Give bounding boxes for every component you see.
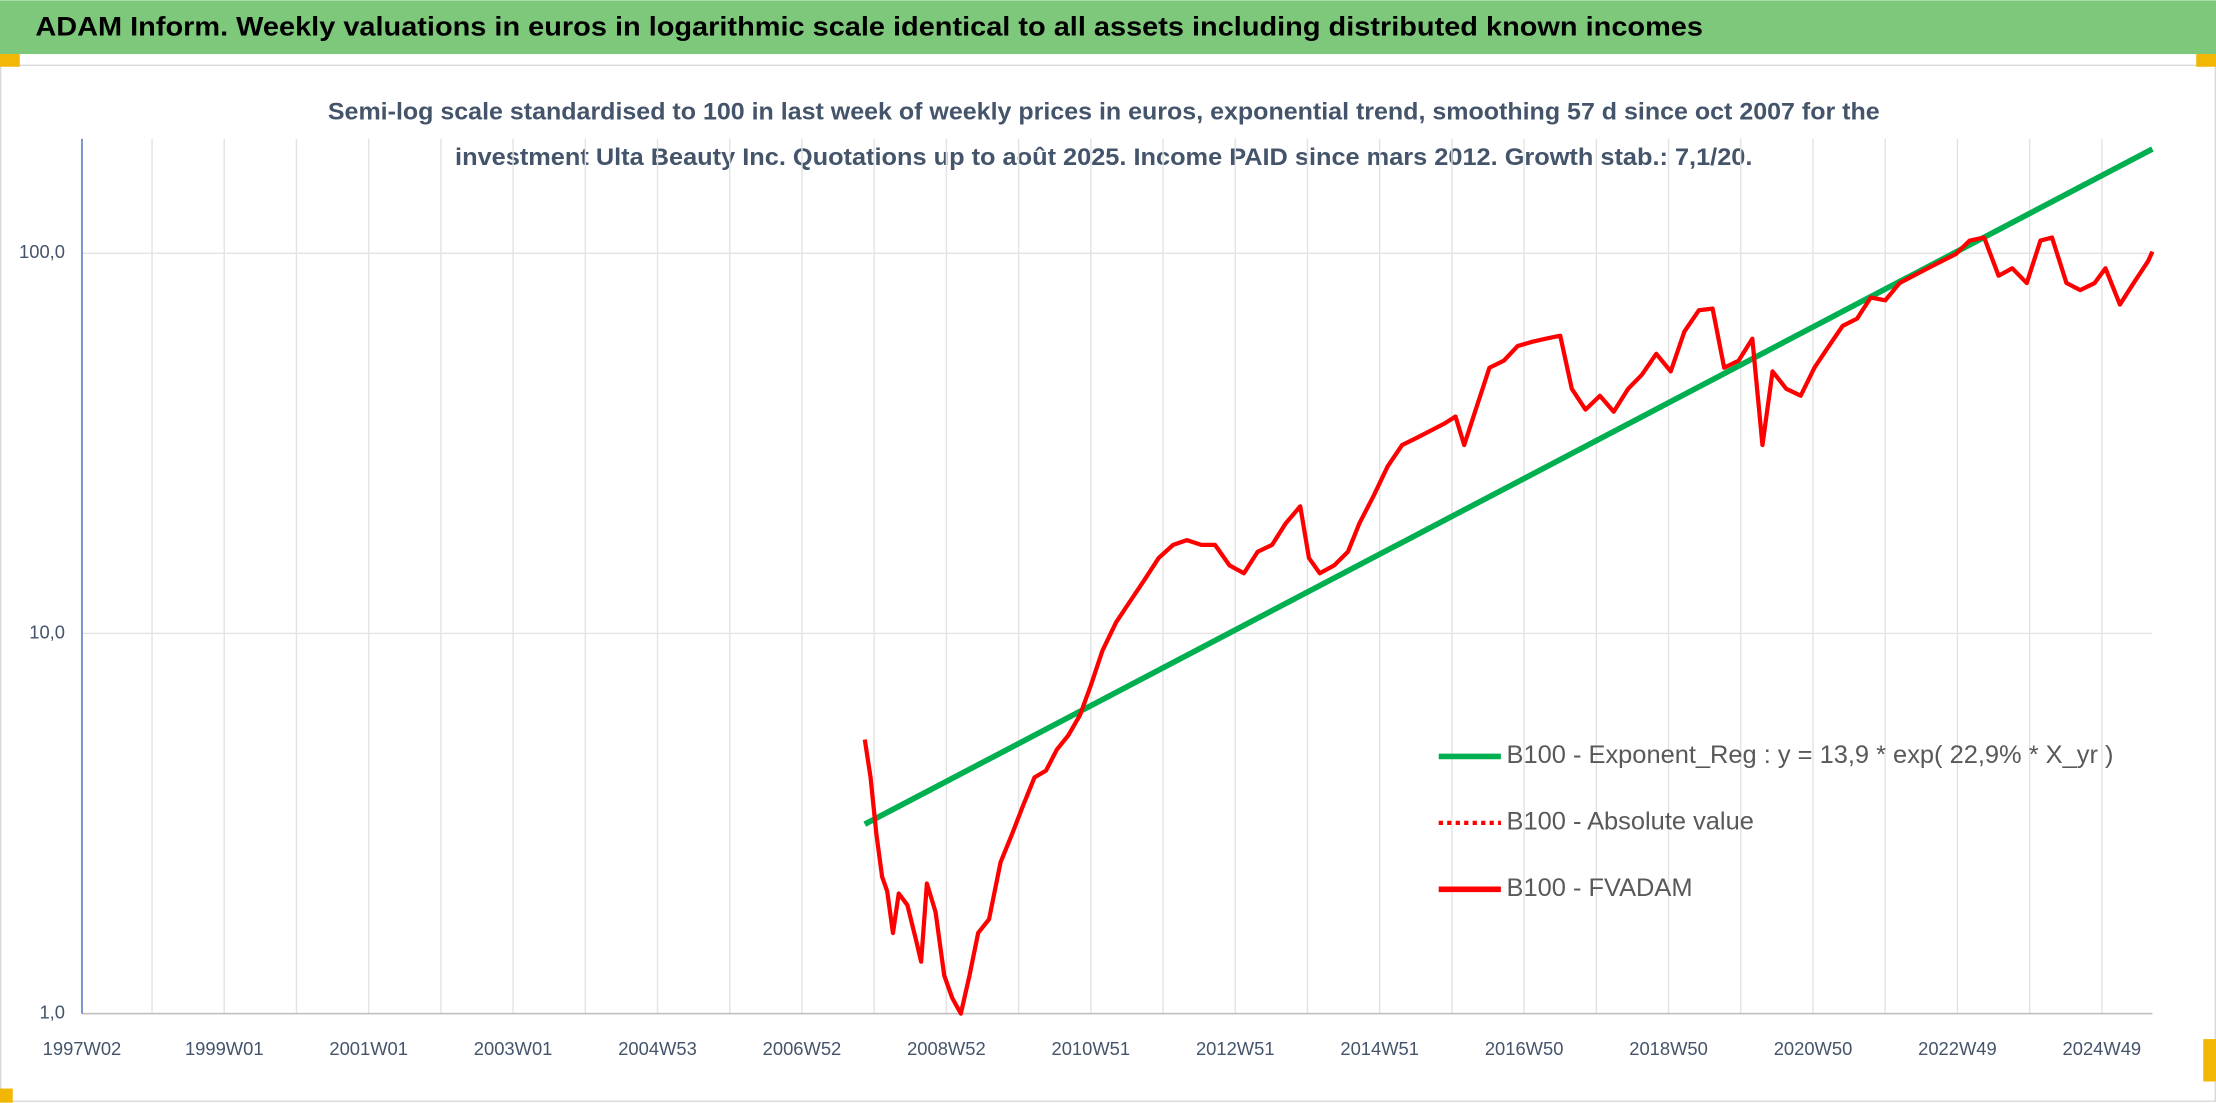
handle (0, 1088, 13, 1103)
x-tick-label: 2003W01 (474, 1038, 553, 1059)
legend-label: B100 - FVADAM (1507, 874, 1693, 902)
series-line (862, 235, 2155, 1016)
x-tick-label: 2006W52 (763, 1038, 842, 1059)
chart-frame (0, 64, 2216, 1102)
x-tick-label: 2020W50 (1774, 1038, 1853, 1059)
legend-label: B100 - Absolute value (1507, 808, 1754, 836)
legend-label: B100 - Exponent_Reg : y = 13,9 * exp( 22… (1507, 741, 2114, 769)
chart-title: investment Ulta Beauty Inc. Quotations u… (455, 144, 1752, 171)
handle (2203, 1039, 2216, 1082)
x-tick-label: 2012W51 (1196, 1038, 1275, 1059)
x-tick-label: 2018W50 (1629, 1038, 1708, 1059)
chart-title: Semi-log scale standardised to 100 in la… (328, 99, 1880, 126)
x-tick-label: 1999W01 (185, 1038, 264, 1059)
x-tick-label: 2022W49 (1918, 1038, 1997, 1059)
y-tick-label: 1,0 (39, 1001, 65, 1022)
handle (2196, 54, 2216, 67)
x-tick-label: 1997W02 (43, 1038, 122, 1059)
x-tick-label: 2004W53 (618, 1038, 697, 1059)
handle (0, 54, 20, 67)
x-tick-label: 2014W51 (1340, 1038, 1419, 1059)
x-tick-label: 2008W52 (907, 1038, 986, 1059)
y-tick-label: 10,0 (29, 621, 65, 642)
x-tick-label: 2010W51 (1052, 1038, 1131, 1059)
x-tick-label: 2024W49 (2063, 1038, 2142, 1059)
x-tick-label: 2016W50 (1485, 1038, 1564, 1059)
y-tick-label: 100,0 (19, 241, 65, 262)
header-bar (0, 0, 2216, 55)
header-title: ADAM Inform. Weekly valuations in euros … (35, 12, 1703, 42)
x-tick-label: 2001W01 (329, 1038, 408, 1059)
